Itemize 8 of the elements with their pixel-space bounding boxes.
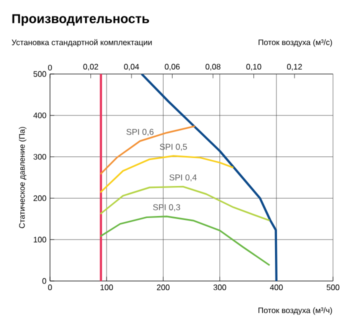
line-series xyxy=(100,155,234,194)
line-series xyxy=(100,216,270,266)
line-series xyxy=(140,74,278,281)
line-series xyxy=(100,186,270,222)
chart-title: Производительность xyxy=(12,14,150,26)
series-label: SPI 0,6 xyxy=(126,128,154,136)
line-series xyxy=(100,125,196,175)
series-label: SPI 0,4 xyxy=(170,174,197,182)
